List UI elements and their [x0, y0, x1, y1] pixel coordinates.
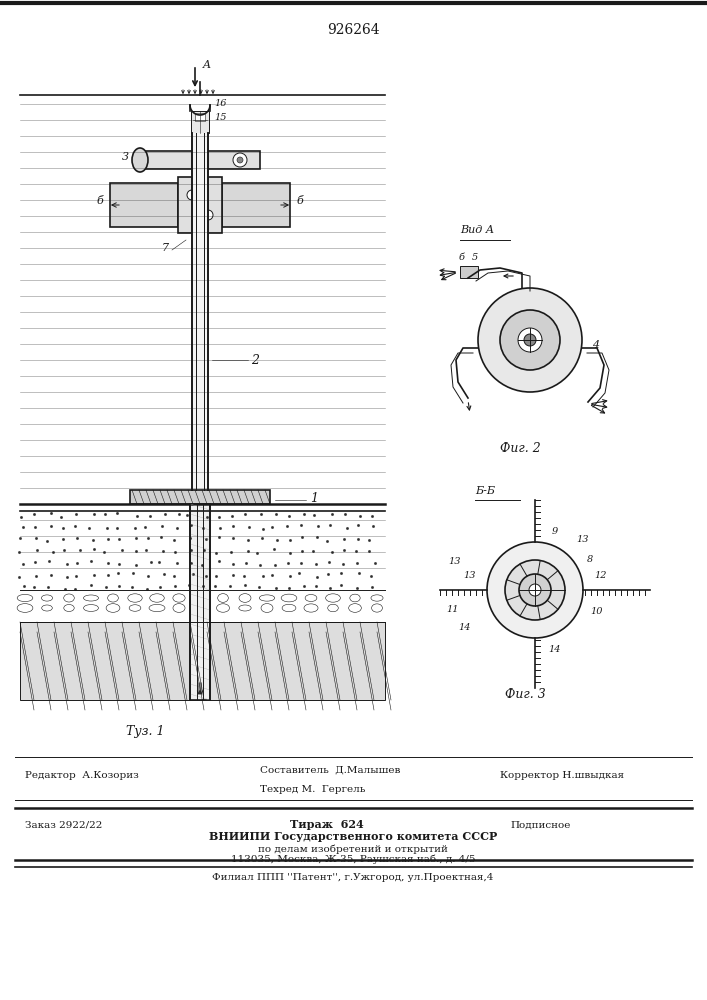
Text: 3: 3: [122, 152, 129, 162]
Text: ВНИИПИ Государственного комитета СССР: ВНИИПИ Государственного комитета СССР: [209, 832, 497, 842]
Text: 13: 13: [449, 558, 461, 566]
Text: Фиг. 2: Фиг. 2: [500, 442, 540, 455]
Text: Корректор Н.швыдкая: Корректор Н.швыдкая: [500, 770, 624, 780]
Circle shape: [518, 328, 542, 352]
Text: б: б: [97, 196, 103, 206]
Text: Заказ 2922/22: Заказ 2922/22: [25, 820, 103, 830]
Text: Редактор  А.Козориз: Редактор А.Козориз: [25, 770, 139, 780]
Circle shape: [478, 288, 582, 392]
Circle shape: [524, 334, 536, 346]
Text: Τуз. 1: Τуз. 1: [126, 725, 164, 738]
Text: Тираж  624: Тираж 624: [290, 820, 363, 830]
Text: A: A: [203, 60, 211, 70]
Text: 1: 1: [310, 491, 318, 504]
Text: 12: 12: [595, 570, 607, 580]
Circle shape: [487, 542, 583, 638]
Bar: [192, 133, 208, 490]
Bar: [191, 111, 209, 133]
Bar: [140, 151, 260, 169]
Text: 7: 7: [161, 243, 168, 253]
Text: 15: 15: [214, 112, 226, 121]
Text: 14: 14: [549, 646, 561, 654]
Text: б: б: [297, 196, 303, 206]
Bar: [130, 490, 270, 504]
Bar: [190, 504, 210, 700]
Text: 13: 13: [577, 536, 589, 544]
Text: 16: 16: [214, 99, 226, 107]
Text: 10: 10: [591, 607, 603, 616]
Bar: [20, 622, 385, 700]
Text: 2: 2: [251, 354, 259, 366]
Text: 926264: 926264: [327, 23, 380, 37]
Text: 11: 11: [447, 605, 460, 614]
Text: 5: 5: [472, 253, 478, 262]
Text: б: б: [459, 253, 465, 262]
Text: 13: 13: [464, 570, 477, 580]
Text: Подписное: Подписное: [510, 820, 571, 830]
Text: Составитель  Д.Малышев: Составитель Д.Малышев: [260, 766, 400, 774]
Text: Б-Б: Б-Б: [475, 486, 495, 496]
Circle shape: [519, 574, 551, 606]
Text: 9: 9: [552, 528, 558, 536]
Text: 113035, Москва, Ж-35, Раушская наб., д. 4/5: 113035, Москва, Ж-35, Раушская наб., д. …: [230, 854, 475, 864]
Bar: [195, 113, 205, 121]
Circle shape: [233, 153, 247, 167]
Circle shape: [505, 560, 565, 620]
Text: Филиал ППП ''Патент'', г.Ужгород, ул.Проектная,4: Филиал ППП ''Патент'', г.Ужгород, ул.Про…: [212, 874, 493, 882]
Circle shape: [187, 190, 197, 200]
Bar: [110, 183, 178, 227]
Text: 4: 4: [592, 340, 599, 350]
Text: Техред М.  Гергель: Техред М. Гергель: [260, 786, 366, 794]
Bar: [460, 266, 478, 278]
Text: Вид А: Вид А: [460, 225, 494, 235]
Text: по делам изобретений и открытий: по делам изобретений и открытий: [258, 844, 448, 854]
Bar: [222, 183, 290, 227]
Text: Фиг. 3: Фиг. 3: [505, 688, 545, 701]
Circle shape: [500, 310, 560, 370]
Circle shape: [529, 584, 541, 596]
Ellipse shape: [132, 148, 148, 172]
Circle shape: [237, 157, 243, 163]
Text: 14: 14: [459, 624, 472, 633]
Text: 8: 8: [587, 556, 593, 564]
Circle shape: [203, 210, 213, 220]
Bar: [178, 177, 222, 233]
